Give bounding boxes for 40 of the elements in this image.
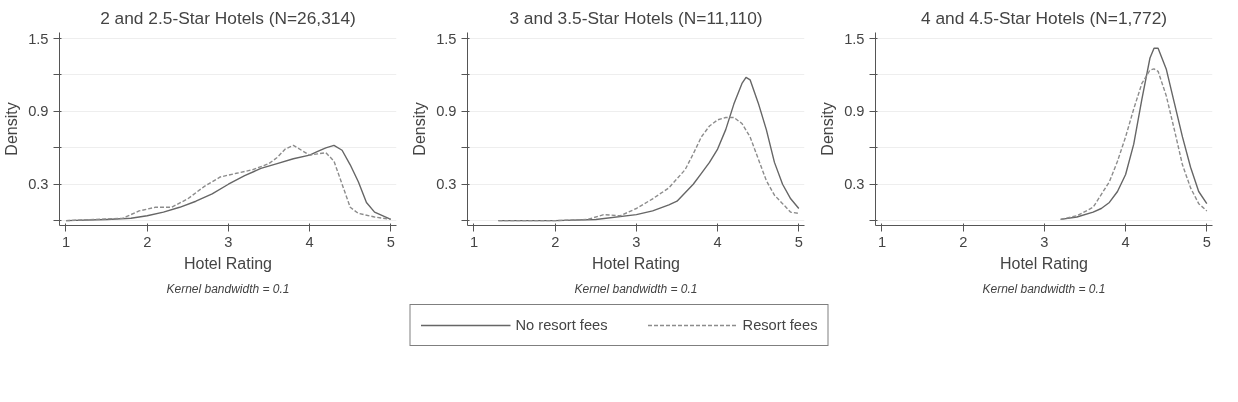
text: Kernel bandwidth = 0.1 — [574, 281, 698, 296]
x-tick-label: 5 — [794, 233, 803, 250]
x-tick-label: 5 — [386, 233, 395, 250]
x-tick-label: 3 — [632, 233, 641, 250]
x-tick-label: 3 — [224, 233, 233, 250]
x-tick-label: 1 — [877, 233, 887, 250]
x-tick-label: 4 — [305, 233, 314, 250]
y-axis-title: Density — [3, 102, 21, 156]
y-tick-label: 0.9 — [844, 103, 865, 120]
x-tick-label: 1 — [61, 233, 71, 250]
text: Kernel bandwidth = 0.1 — [982, 281, 1106, 296]
y-tick-label: 0.9 — [28, 103, 49, 120]
y-tick-label: 0.9 — [436, 103, 457, 120]
x-axis-title: Hotel Rating — [999, 254, 1089, 272]
chart-title: 3 and 3.5-Star Hotels (N=11,110) — [509, 7, 763, 28]
x-axis-title: Hotel Rating — [183, 254, 273, 272]
x-tick-label: 1 — [469, 233, 479, 250]
chart-title: 4 and 4.5-Star Hotels (N=1,772) — [920, 7, 1168, 28]
x-tick-label: 4 — [713, 233, 722, 250]
x-tick-label: 2 — [551, 233, 560, 250]
x-tick-label: 2 — [143, 233, 152, 250]
y-tick-label: 0.3 — [28, 176, 49, 193]
x-tick-label: 3 — [1040, 233, 1049, 250]
line-series — [65, 144, 392, 222]
text: No resort fees — [515, 317, 608, 333]
text: Resort fees — [742, 317, 818, 333]
y-tick-label: 1.5 — [436, 30, 457, 47]
x-tick-label: 4 — [1121, 233, 1130, 250]
y-tick-label: 0.3 — [844, 176, 865, 193]
x-axis-title: Hotel Rating — [591, 254, 681, 272]
chart-title: 2 and 2.5-Star Hotels (N=26,314) — [100, 7, 356, 28]
y-tick-label: 1.5 — [844, 30, 865, 47]
y-axis-title: Density — [411, 102, 429, 156]
x-tick-label: 2 — [959, 233, 968, 250]
text: Kernel bandwidth = 0.1 — [166, 281, 290, 296]
y-tick-label: 0.3 — [436, 176, 457, 193]
x-tick-label: 5 — [1202, 233, 1211, 250]
line-series — [497, 116, 800, 222]
y-axis-title: Density — [819, 102, 837, 156]
y-tick-label: 1.5 — [28, 30, 49, 47]
